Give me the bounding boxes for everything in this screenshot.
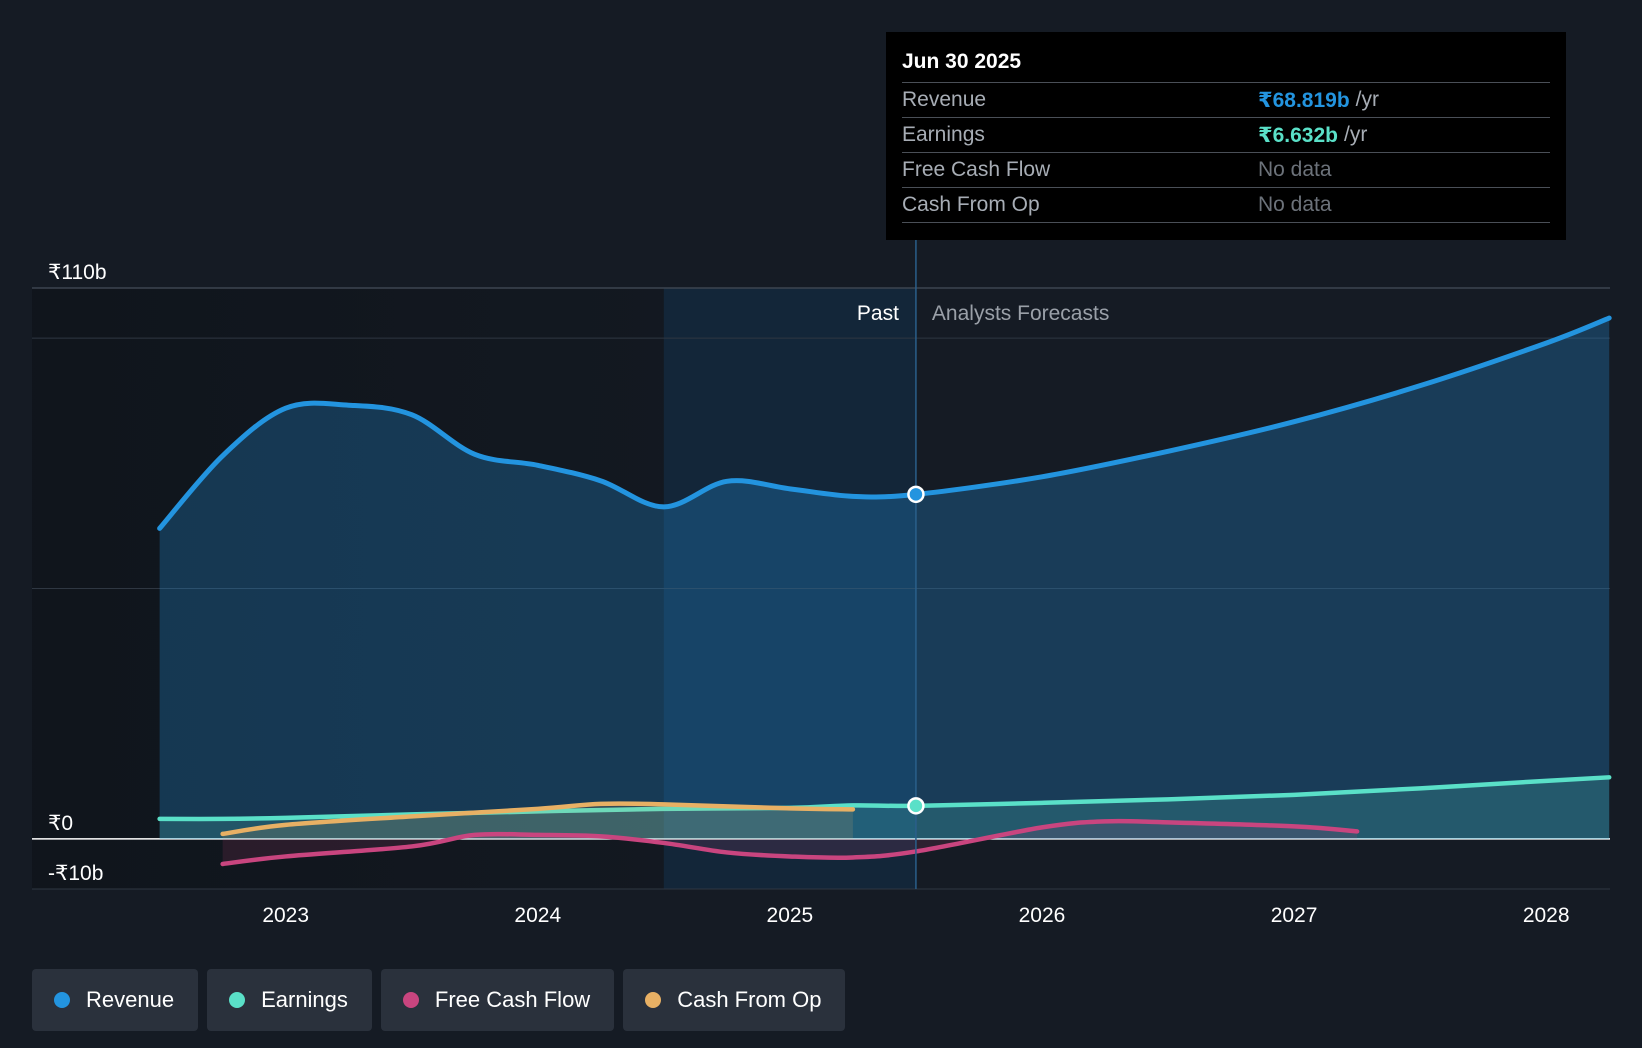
data-tooltip: Jun 30 2025 Revenue ₹68.819b /yr Earning…: [886, 32, 1566, 240]
y-tick-label: ₹0: [48, 812, 73, 835]
tooltip-label: Earnings: [902, 123, 985, 146]
tooltip-row-revenue: Revenue ₹68.819b /yr: [902, 82, 1550, 117]
legend-label: Cash From Op: [677, 987, 822, 1012]
revenue-marker: [907, 485, 925, 504]
tooltip-unit: /yr: [1355, 88, 1379, 111]
tooltip-label: Cash From Op: [902, 193, 1040, 216]
tooltip-date: Jun 30 2025: [902, 50, 1022, 73]
chart-legend: Revenue Earnings Free Cash Flow Cash Fro…: [32, 969, 846, 1031]
y-tick-label: -₹10b: [48, 862, 103, 885]
legend-label: Free Cash Flow: [434, 987, 591, 1012]
revenue-area: [159, 318, 1610, 839]
tooltip-label: Free Cash Flow: [902, 158, 1051, 181]
tooltip-row-earnings: Earnings ₹6.632b /yr: [902, 117, 1550, 152]
x-tick-label: 2023: [262, 904, 309, 927]
legend-label: Revenue: [86, 987, 175, 1012]
tooltip-unit: /yr: [1344, 123, 1368, 146]
legend-revenue[interactable]: Revenue: [32, 969, 199, 1031]
legend-dot-icon: [645, 992, 662, 1008]
revenue-line: [157, 315, 1612, 531]
tooltip-label: Revenue: [902, 88, 987, 111]
free-cash-flow-line: [220, 818, 1360, 867]
legend-earnings[interactable]: Earnings: [207, 969, 372, 1031]
x-tick-label: 2024: [514, 904, 561, 927]
x-tick-label: 2026: [1019, 904, 1066, 927]
legend-dot-icon: [229, 992, 246, 1008]
cash-from-op-area: [222, 803, 853, 839]
tooltip-row-cash-from-op: Cash From Op No data: [902, 187, 1550, 223]
cash-from-op-line: [220, 801, 856, 837]
earnings-line: [157, 775, 1612, 822]
y-tick-label: ₹110b: [48, 261, 107, 284]
x-tick-label: 2027: [1271, 904, 1318, 927]
earnings-marker: [907, 797, 925, 815]
tooltip-value-free-cash-flow: No data: [1258, 158, 1332, 181]
legend-label: Earnings: [261, 987, 348, 1012]
past-label: Past: [857, 302, 899, 325]
tooltip-value-earnings: ₹6.632b: [1258, 123, 1338, 147]
free-cash-flow-area: [222, 821, 1358, 864]
legend-free-cash-flow[interactable]: Free Cash Flow: [380, 969, 615, 1031]
legend-cash-from-op[interactable]: Cash From Op: [623, 969, 846, 1031]
tooltip-row-free-cash-flow: Free Cash Flow No data: [902, 152, 1550, 187]
legend-dot-icon: [54, 992, 70, 1008]
forecast-label: Analysts Forecasts: [932, 302, 1109, 325]
x-tick-label: 2028: [1523, 904, 1570, 927]
legend-dot-icon: [402, 992, 419, 1008]
tooltip-value-cash-from-op: No data: [1258, 193, 1332, 216]
tooltip-value-revenue: ₹68.819b: [1258, 88, 1350, 112]
x-tick-label: 2025: [767, 904, 814, 927]
